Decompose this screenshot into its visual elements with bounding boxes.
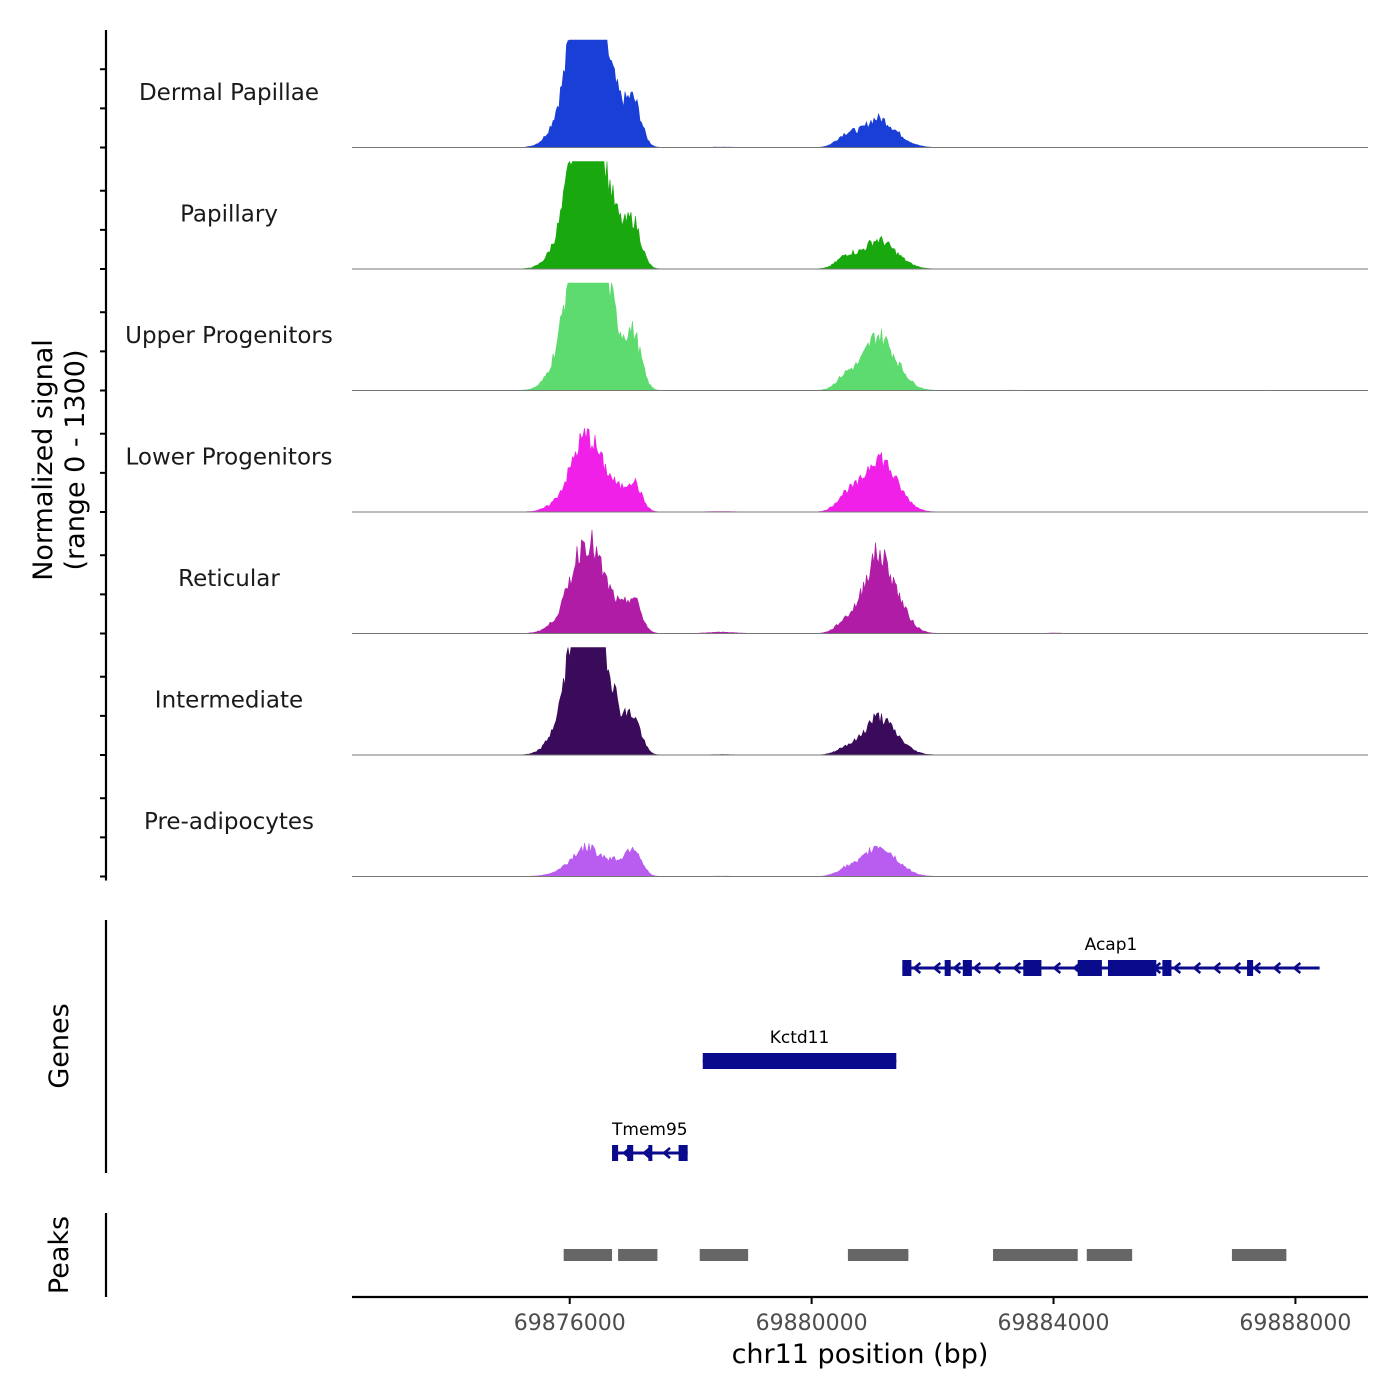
- strand-arrow: [1252, 962, 1262, 974]
- track-label: Reticular: [178, 566, 280, 592]
- x-tick-label: 69880000: [756, 1311, 868, 1336]
- track-label: Upper Progenitors: [125, 323, 333, 349]
- strand-arrow: [1232, 962, 1242, 974]
- gene-label: Acap1: [1085, 935, 1138, 955]
- gene-exon: [612, 1145, 619, 1161]
- coverage-tracks: Dermal Papillae Papillary Upper Progenitor…: [125, 39, 1368, 877]
- strand-arrow: [972, 962, 982, 974]
- y-axis-titles: Normalized signal (range 0 - 1300) Genes…: [28, 339, 91, 1294]
- track-label: Papillary: [180, 202, 278, 228]
- strand-arrow: [912, 962, 922, 974]
- track-upper-progenitors: Upper Progenitors: [125, 282, 1368, 391]
- peak-region: [618, 1249, 658, 1261]
- x-axis: 69876000 69880000 69884000 69888000: [352, 1295, 1368, 1336]
- track-dermal-papillae: Dermal Papillae: [139, 39, 1368, 148]
- y-axis-range-label: (range 0 - 1300): [60, 350, 91, 571]
- x-tick-label: 69884000: [998, 1311, 1110, 1336]
- gene-annotations: Acap1 Kctd11 Tmem95: [611, 935, 1320, 1161]
- strand-arrow: [952, 962, 962, 974]
- gene-exon: [1162, 960, 1172, 976]
- track-label: Pre-adipocytes: [144, 809, 314, 835]
- peak-region: [1086, 1249, 1133, 1261]
- strand-arrow: [662, 1147, 671, 1159]
- track-pre-adipocytes: Pre-adipocytes: [144, 809, 1368, 877]
- gene-exon: [1247, 960, 1254, 976]
- x-axis-label: chr11 position (bp): [732, 1339, 989, 1370]
- coverage-area: [352, 842, 1368, 877]
- peaks-panel-label: Peaks: [44, 1216, 75, 1294]
- gene-exon: [902, 960, 912, 976]
- track-papillary: Papillary: [180, 160, 1368, 270]
- strand-arrow: [642, 1147, 651, 1159]
- strand-arrow: [1012, 962, 1022, 974]
- peak-region: [993, 1249, 1078, 1261]
- strand-arrow: [992, 962, 1002, 974]
- gene-exon: [962, 960, 972, 976]
- strand-arrow: [932, 962, 942, 974]
- gene-acap1: Acap1: [902, 935, 1320, 976]
- gene-exon: [678, 1145, 688, 1161]
- gene-exon: [627, 1145, 634, 1161]
- strand-arrow: [1172, 962, 1182, 974]
- gene-exon: [1023, 960, 1042, 976]
- strand-arrow: [1292, 962, 1302, 974]
- gene-exon: [702, 1053, 897, 1069]
- gene-label: Tmem95: [611, 1120, 688, 1140]
- strand-arrow: [1192, 962, 1202, 974]
- coverage-area: [352, 160, 1368, 270]
- peak-region: [699, 1249, 749, 1261]
- gene-exon: [1077, 960, 1102, 976]
- coverage-area: [352, 647, 1368, 756]
- peak-region: [847, 1249, 909, 1261]
- gene-tmem95: Tmem95: [611, 1120, 688, 1161]
- track-label: Dermal Papillae: [139, 80, 319, 106]
- track-label: Intermediate: [155, 688, 303, 714]
- panel-axes: [100, 30, 108, 1297]
- peak-region: [563, 1249, 613, 1261]
- track-intermediate: Intermediate: [155, 647, 1368, 756]
- coverage-area: [352, 39, 1368, 148]
- gene-exon: [648, 1145, 653, 1161]
- x-tick-label: 69888000: [1239, 1311, 1351, 1336]
- x-tick-label: 69876000: [514, 1311, 626, 1336]
- gene-exon: [944, 960, 951, 976]
- gene-exon: [1107, 960, 1157, 976]
- strand-arrow: [1272, 962, 1282, 974]
- peak-region: [1231, 1249, 1287, 1261]
- y-axis-label: Normalized signal: [28, 339, 59, 581]
- coverage-area: [352, 282, 1368, 391]
- gene-kctd11: Kctd11: [702, 1028, 897, 1069]
- strand-arrow: [1212, 962, 1222, 974]
- gene-label: Kctd11: [770, 1028, 830, 1048]
- strand-arrow: [1052, 962, 1062, 974]
- track-label: Lower Progenitors: [126, 445, 333, 471]
- track-lower-progenitors: Lower Progenitors: [126, 428, 1368, 513]
- track-reticular: Reticular: [178, 529, 1368, 634]
- genes-panel-label: Genes: [44, 1003, 75, 1088]
- peak-regions: [563, 1249, 1287, 1261]
- coverage-area: [352, 428, 1368, 513]
- coverage-area: [352, 529, 1368, 634]
